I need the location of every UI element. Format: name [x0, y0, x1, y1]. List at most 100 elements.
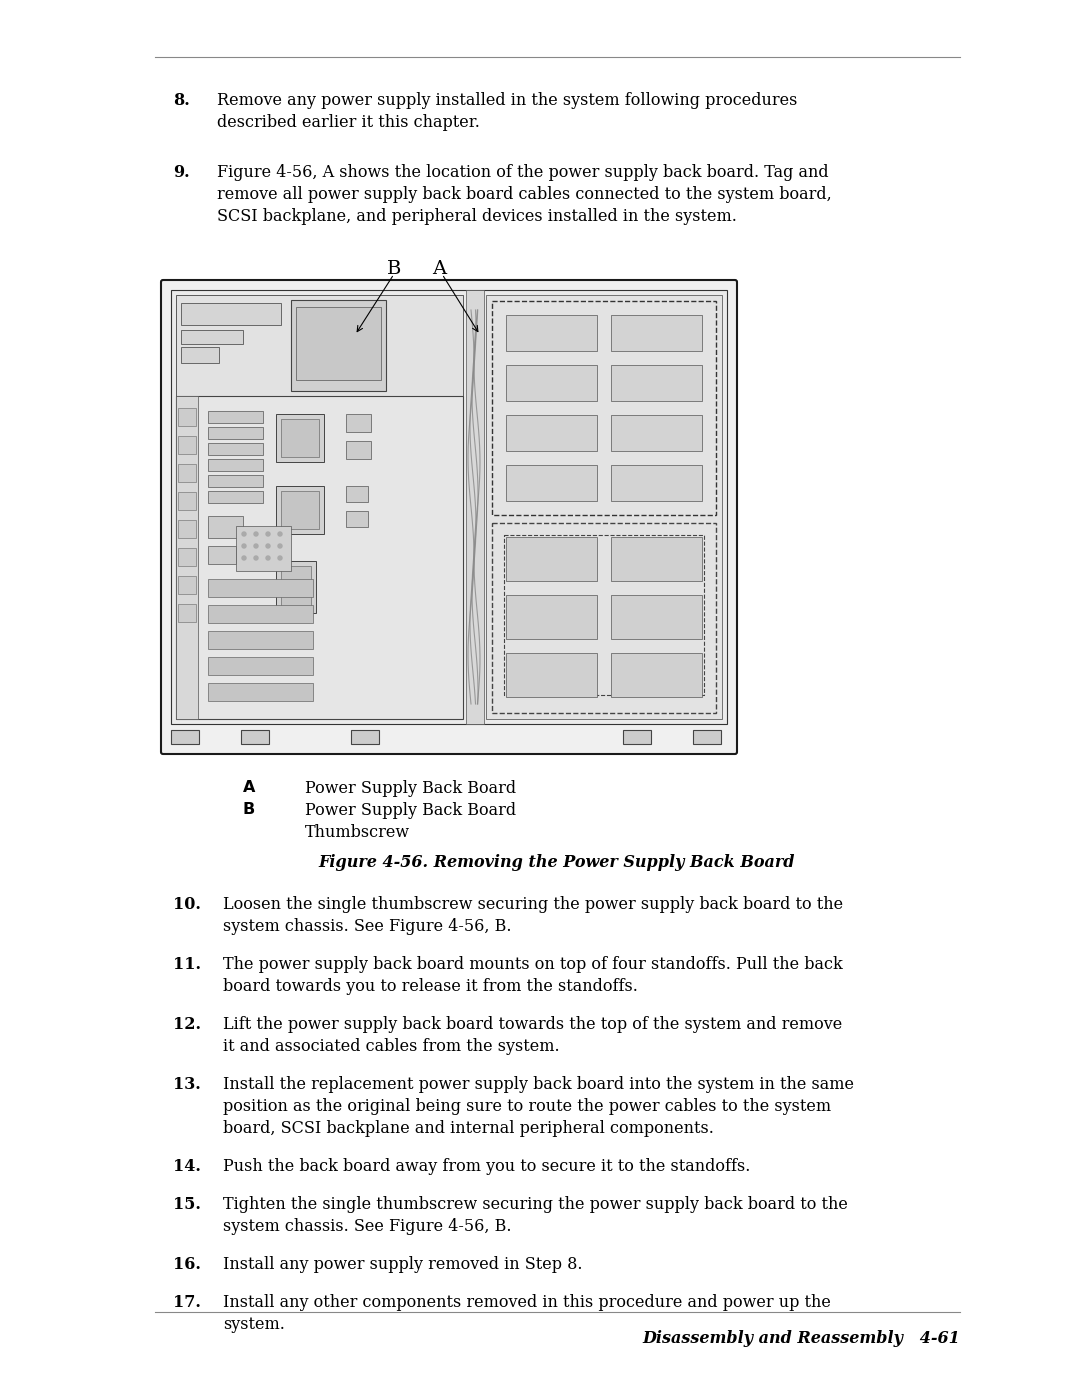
Text: 14.: 14.: [173, 1158, 201, 1175]
Bar: [178, 576, 195, 594]
Bar: [178, 520, 195, 538]
Circle shape: [278, 543, 282, 548]
Circle shape: [242, 543, 246, 548]
Text: 11.: 11.: [173, 956, 201, 972]
Bar: [492, 300, 716, 515]
Bar: [208, 411, 264, 423]
Bar: [178, 408, 195, 426]
Bar: [181, 346, 219, 363]
Text: B: B: [243, 802, 255, 817]
Bar: [346, 511, 368, 527]
Text: system chassis. See Figure 4-56, B.: system chassis. See Figure 4-56, B.: [222, 1218, 512, 1235]
Text: described earlier it this chapter.: described earlier it this chapter.: [217, 115, 480, 131]
Text: A: A: [243, 780, 255, 795]
Text: Push the back board away from you to secure it to the standoffs.: Push the back board away from you to sec…: [222, 1158, 751, 1175]
Text: The power supply back board mounts on top of four standoffs. Pull the back: The power supply back board mounts on to…: [222, 956, 842, 972]
Bar: [208, 490, 264, 503]
Bar: [346, 414, 372, 432]
Text: 17.: 17.: [173, 1294, 201, 1310]
Bar: [346, 486, 368, 502]
Bar: [178, 492, 195, 510]
Text: Install any power supply removed in Step 8.: Install any power supply removed in Step…: [222, 1256, 582, 1273]
Bar: [178, 604, 195, 622]
Bar: [507, 595, 597, 638]
Text: Tighten the single thumbscrew securing the power supply back board to the: Tighten the single thumbscrew securing t…: [222, 1196, 848, 1213]
Circle shape: [242, 556, 246, 560]
Bar: [181, 330, 243, 344]
Text: 8.: 8.: [173, 92, 190, 109]
Bar: [176, 395, 198, 719]
Text: SCSI backplane, and peripheral devices installed in the system.: SCSI backplane, and peripheral devices i…: [217, 208, 737, 225]
Bar: [507, 536, 597, 581]
Circle shape: [278, 532, 282, 536]
Bar: [296, 307, 381, 380]
Bar: [208, 631, 313, 650]
Bar: [276, 562, 316, 613]
Circle shape: [254, 543, 258, 548]
Text: Install any other components removed in this procedure and power up the: Install any other components removed in …: [222, 1294, 831, 1310]
Bar: [611, 652, 702, 697]
Text: Disassembly and Reassembly   4-61: Disassembly and Reassembly 4-61: [643, 1330, 960, 1347]
Bar: [176, 395, 463, 719]
Text: position as the original being sure to route the power cables to the system: position as the original being sure to r…: [222, 1098, 832, 1115]
Bar: [237, 527, 291, 571]
Circle shape: [278, 556, 282, 560]
Text: Figure 4-56, A shows the location of the power supply back board. Tag and: Figure 4-56, A shows the location of the…: [217, 163, 828, 182]
Text: Power Supply Back Board: Power Supply Back Board: [305, 802, 516, 819]
Bar: [504, 535, 704, 694]
Bar: [611, 365, 702, 401]
Bar: [486, 295, 723, 719]
Bar: [291, 300, 386, 391]
Bar: [208, 515, 243, 538]
Text: B: B: [387, 260, 402, 278]
Bar: [351, 731, 379, 745]
Bar: [276, 486, 324, 534]
Bar: [281, 566, 311, 608]
Circle shape: [254, 556, 258, 560]
Bar: [507, 652, 597, 697]
Bar: [208, 427, 264, 439]
Text: board, SCSI backplane and internal peripheral components.: board, SCSI backplane and internal perip…: [222, 1120, 714, 1137]
Bar: [623, 731, 651, 745]
Bar: [208, 657, 313, 675]
Bar: [611, 595, 702, 638]
Text: 9.: 9.: [173, 163, 190, 182]
Bar: [276, 414, 324, 462]
Bar: [492, 522, 716, 712]
Text: remove all power supply back board cables connected to the system board,: remove all power supply back board cable…: [217, 186, 832, 203]
Circle shape: [242, 532, 246, 536]
Text: A: A: [432, 260, 446, 278]
FancyBboxPatch shape: [161, 279, 737, 754]
Circle shape: [266, 556, 270, 560]
Bar: [178, 464, 195, 482]
Bar: [465, 291, 484, 724]
Circle shape: [266, 532, 270, 536]
Text: system chassis. See Figure 4-56, B.: system chassis. See Figure 4-56, B.: [222, 918, 512, 935]
Bar: [178, 548, 195, 566]
Bar: [208, 443, 264, 455]
Text: Thumbscrew: Thumbscrew: [305, 824, 410, 841]
Bar: [208, 475, 264, 488]
Bar: [281, 419, 319, 457]
Text: 13.: 13.: [173, 1076, 201, 1092]
Text: Figure 4-56. Removing the Power Supply Back Board: Figure 4-56. Removing the Power Supply B…: [319, 854, 795, 870]
Bar: [208, 683, 313, 701]
Bar: [208, 605, 313, 623]
Bar: [346, 441, 372, 460]
Circle shape: [254, 532, 258, 536]
Bar: [241, 731, 269, 745]
Text: 12.: 12.: [173, 1016, 201, 1032]
Bar: [208, 546, 237, 564]
Bar: [178, 436, 195, 454]
Text: Power Supply Back Board: Power Supply Back Board: [305, 780, 516, 798]
Bar: [611, 415, 702, 451]
Bar: [693, 731, 721, 745]
Text: Lift the power supply back board towards the top of the system and remove: Lift the power supply back board towards…: [222, 1016, 842, 1032]
Bar: [171, 731, 199, 745]
Circle shape: [266, 543, 270, 548]
Text: 16.: 16.: [173, 1256, 201, 1273]
Text: Remove any power supply installed in the system following procedures: Remove any power supply installed in the…: [217, 92, 797, 109]
Text: 15.: 15.: [173, 1196, 201, 1213]
Bar: [507, 314, 597, 351]
Bar: [208, 578, 313, 597]
